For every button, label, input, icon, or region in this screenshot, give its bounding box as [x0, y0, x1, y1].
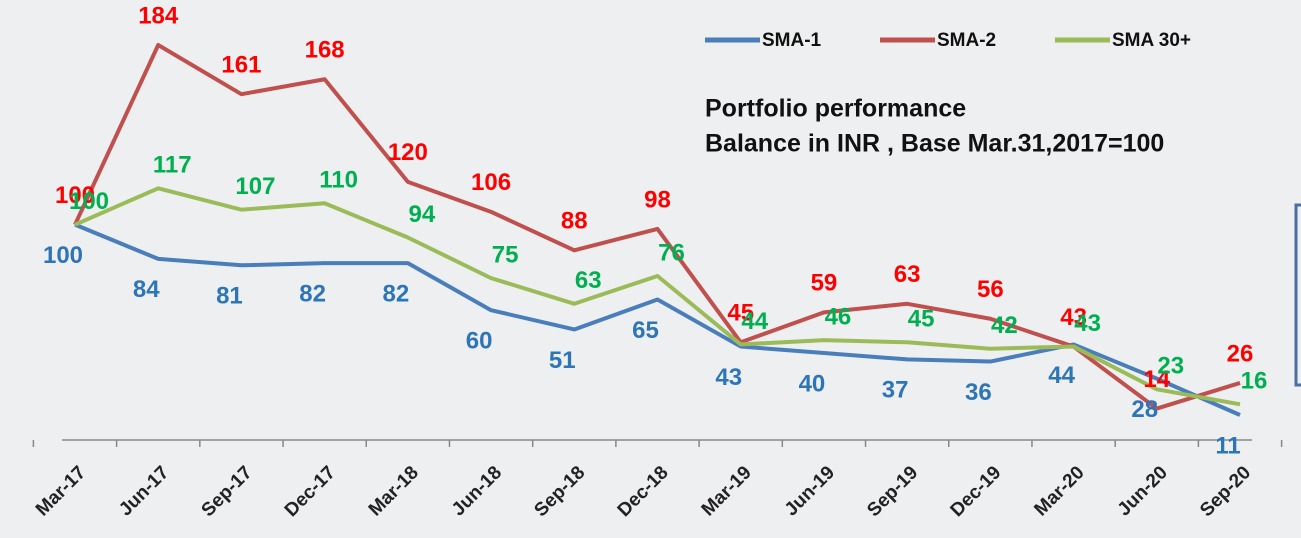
data-label: 168	[305, 37, 345, 64]
data-label: 14	[1143, 366, 1170, 393]
data-label: 42	[991, 312, 1018, 339]
legend-label: SMA-1	[762, 30, 822, 51]
side-box	[1294, 203, 1301, 387]
data-label: 43	[1060, 304, 1087, 331]
data-label: 98	[644, 186, 671, 213]
data-label: 16	[1241, 368, 1268, 395]
legend-label: SMA 30+	[1112, 30, 1191, 51]
data-label: 26	[1227, 340, 1254, 367]
data-label: 75	[492, 241, 519, 268]
series-line	[74, 186, 1241, 407]
data-label: 40	[799, 370, 826, 397]
data-label: 51	[549, 347, 576, 374]
data-label: 44	[1048, 362, 1075, 389]
data-label: 110	[319, 167, 358, 194]
data-label: 76	[658, 239, 685, 266]
data-label: 63	[575, 267, 602, 294]
data-label: 81	[216, 283, 243, 310]
chart-subtitle: Balance in INR , Base Mar.31,2017=100	[705, 130, 1164, 158]
data-label: 65	[632, 317, 659, 344]
data-label: 28	[1131, 396, 1158, 423]
data-label: 106	[471, 169, 511, 196]
data-label: 82	[383, 280, 410, 307]
data-label: 82	[299, 280, 326, 307]
data-label: 94	[409, 201, 436, 228]
data-label: 100	[43, 242, 83, 269]
chart-title: Portfolio performance	[705, 95, 966, 123]
data-label: 84	[133, 276, 160, 303]
data-label: 60	[466, 328, 493, 355]
data-label: 88	[561, 208, 588, 235]
data-label: 63	[894, 261, 921, 288]
data-label: 120	[388, 139, 428, 166]
data-label: 45	[908, 306, 935, 333]
data-label: 184	[138, 2, 179, 29]
data-label: 117	[153, 152, 192, 179]
data-label: 37	[882, 377, 909, 404]
data-label: 43	[715, 364, 742, 391]
data-label: 59	[811, 270, 838, 297]
series-line	[73, 43, 1241, 411]
legend-label: SMA-2	[937, 30, 996, 51]
data-label: 43	[1074, 310, 1101, 337]
data-label: 11	[1215, 432, 1240, 459]
data-label: 161	[221, 52, 261, 79]
data-label: 100	[69, 188, 109, 215]
data-label: 46	[825, 303, 852, 330]
data-label: 44	[741, 308, 768, 335]
data-label: 56	[977, 276, 1004, 303]
series-line	[74, 222, 1241, 417]
data-label: 107	[235, 173, 275, 200]
data-label: 23	[1157, 353, 1184, 380]
data-label: 45	[727, 300, 754, 327]
data-label: 100	[55, 182, 95, 209]
data-label: 36	[965, 379, 992, 406]
